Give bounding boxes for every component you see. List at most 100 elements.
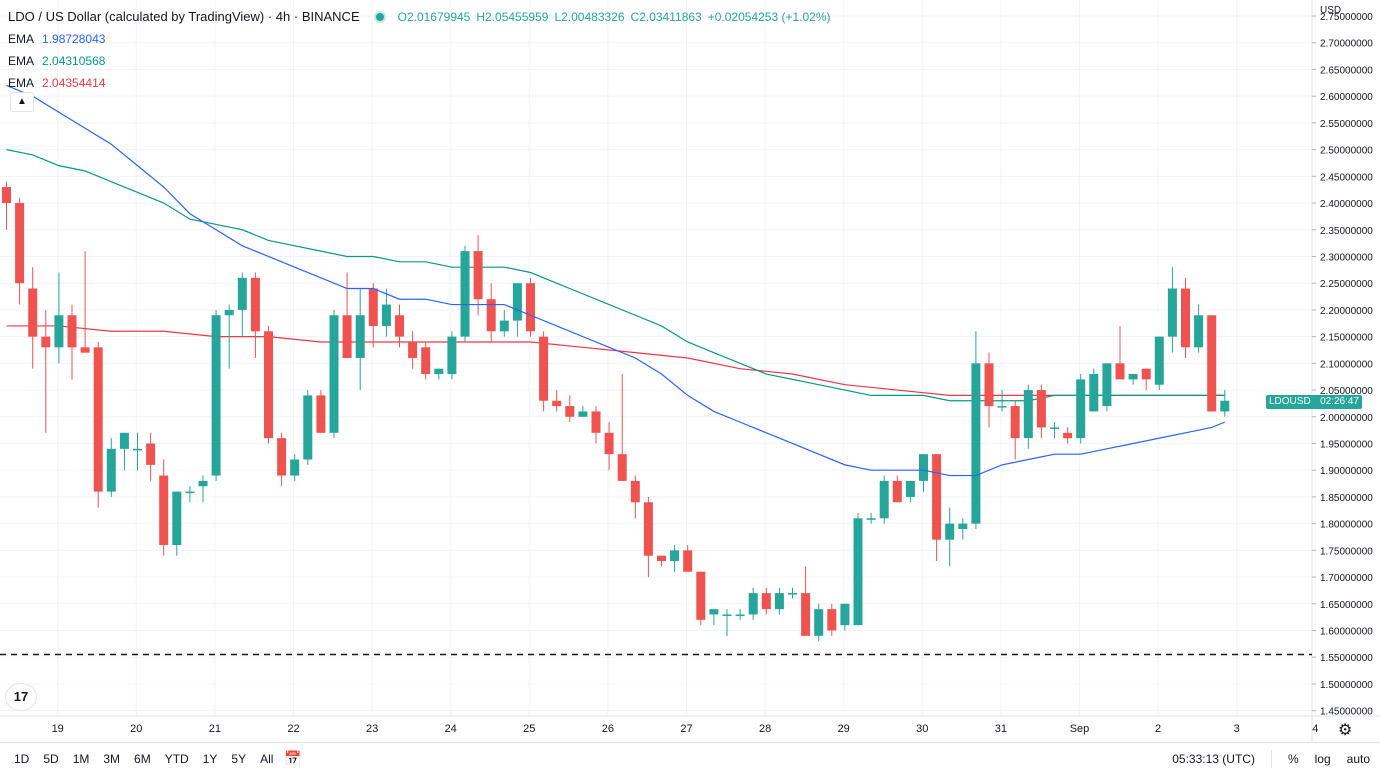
candle-down bbox=[395, 304, 404, 348]
time-axis[interactable]: 19 20 21 22 23 24 25 26 27 28 29 30 31 Sep 2 3 4 bbox=[52, 723, 1319, 735]
x-tick-label: 2 bbox=[1155, 723, 1161, 735]
candle-down bbox=[421, 341, 431, 380]
ema-legend-slow[interactable]: EMA 2.04354414 bbox=[8, 72, 836, 94]
candle-body bbox=[2, 187, 11, 204]
candle-down bbox=[473, 235, 483, 316]
ohlc-close: C2.03411863 bbox=[630, 10, 702, 24]
candle-body bbox=[211, 315, 221, 476]
candle-body bbox=[630, 480, 640, 503]
ema-legend-fast[interactable]: EMA 1.98728043 bbox=[8, 28, 836, 50]
price-tag-countdown: 02:26:47 bbox=[1320, 396, 1359, 407]
price-axis[interactable]: 1.45000000 1.50000000 1.55000000 1.60000000… bbox=[1312, 12, 1373, 718]
candle-up bbox=[224, 304, 234, 369]
x-tick-label: 28 bbox=[759, 723, 771, 735]
x-tick-label: 23 bbox=[366, 723, 378, 735]
y-tick-label: 2.30000000 bbox=[1320, 252, 1373, 263]
timeframe-ytd[interactable]: YTD bbox=[164, 752, 189, 766]
candle-body bbox=[224, 309, 234, 316]
candles[interactable] bbox=[2, 181, 1230, 642]
ohlc-open: O2.01679945 bbox=[397, 10, 471, 24]
candle-body bbox=[1115, 363, 1125, 380]
candle-up bbox=[460, 245, 470, 342]
candle-down bbox=[565, 395, 575, 423]
candle-down bbox=[1115, 325, 1125, 380]
candle-down bbox=[1010, 400, 1020, 460]
candle-body bbox=[643, 502, 653, 556]
y-tick-label: 2.75000000 bbox=[1320, 12, 1373, 23]
log-toggle[interactable]: log bbox=[1314, 752, 1331, 766]
candle-up bbox=[774, 587, 784, 615]
ema-fast-line[interactable] bbox=[6, 84, 1226, 477]
candle-body bbox=[905, 480, 915, 497]
y-tick-label: 2.25000000 bbox=[1320, 279, 1373, 290]
currency-label[interactable]: USD bbox=[1320, 5, 1342, 16]
y-tick-label: 1.90000000 bbox=[1320, 466, 1373, 477]
timeframe-3m[interactable]: 3M bbox=[103, 752, 121, 766]
candle-body bbox=[748, 593, 758, 615]
candle-up bbox=[866, 512, 876, 524]
candle-body bbox=[604, 432, 614, 455]
candle-up bbox=[355, 288, 365, 391]
gear-icon[interactable]: ⚙ bbox=[1338, 722, 1353, 739]
candle-up bbox=[840, 603, 850, 631]
last-price-tag: LDOUSD 02:26:47 bbox=[1266, 395, 1362, 409]
candle-up bbox=[381, 288, 391, 337]
chevron-up-icon[interactable]: ▲ bbox=[10, 92, 34, 112]
timeframe-6m[interactable]: 6M bbox=[134, 752, 151, 766]
chart-canvas[interactable]: 1.45000000 1.50000000 1.55000000 1.60000000… bbox=[0, 0, 1380, 742]
candle-body bbox=[499, 320, 509, 332]
candle-up bbox=[788, 587, 797, 599]
x-tick-label: Sep bbox=[1070, 723, 1090, 735]
ema-legend-mid[interactable]: EMA 2.04310568 bbox=[8, 50, 836, 72]
timeframe-5d[interactable]: 5D bbox=[43, 752, 59, 766]
candle-down bbox=[486, 283, 496, 342]
timeframe-5y[interactable]: 5Y bbox=[231, 752, 247, 766]
candle-body bbox=[1050, 427, 1059, 429]
candle-down bbox=[1207, 315, 1217, 412]
y-tick-label: 2.45000000 bbox=[1320, 172, 1373, 183]
bottom-right-controls: 05:33:13 (UTC) % log auto bbox=[1156, 750, 1370, 768]
candle-down bbox=[15, 197, 25, 305]
symbol-title[interactable]: LDO / US Dollar (calculated by TradingVi… bbox=[8, 9, 360, 24]
y-tick-label: 1.95000000 bbox=[1320, 439, 1373, 450]
candle-body bbox=[198, 480, 208, 487]
candle-up bbox=[447, 331, 457, 380]
x-tick-label: 20 bbox=[130, 723, 142, 735]
timeframe-1m[interactable]: 1M bbox=[72, 752, 90, 766]
candle-down bbox=[80, 251, 90, 353]
candle-body bbox=[526, 283, 535, 332]
candle-up bbox=[1128, 374, 1138, 385]
ohlc-low: L2.00483326 bbox=[554, 10, 625, 24]
candle-down bbox=[801, 566, 811, 636]
candle-body bbox=[1023, 390, 1033, 439]
candle-down bbox=[643, 496, 653, 578]
auto-toggle[interactable]: auto bbox=[1346, 752, 1370, 766]
candle-body bbox=[447, 336, 457, 375]
x-tick-label: 31 bbox=[995, 723, 1007, 735]
candle-body bbox=[1076, 379, 1086, 439]
candle-up bbox=[211, 309, 221, 481]
candle-body bbox=[1167, 288, 1177, 337]
ohlc-change: +0.02054253 (+1.02%) bbox=[707, 10, 831, 24]
calendar-range-icon[interactable]: 📅 bbox=[284, 750, 302, 766]
timeframe-1y[interactable]: 1Y bbox=[202, 752, 218, 766]
timeframe-all[interactable]: All bbox=[260, 752, 274, 766]
candle-body bbox=[552, 400, 562, 407]
y-tick-label: 1.80000000 bbox=[1320, 520, 1373, 531]
candle-up bbox=[185, 486, 195, 503]
candle-up bbox=[290, 454, 300, 481]
candle-up bbox=[237, 272, 247, 337]
timeframe-1d[interactable]: 1D bbox=[14, 752, 30, 766]
candle-body bbox=[1102, 363, 1112, 407]
candle-body bbox=[264, 331, 273, 439]
candle-body bbox=[316, 395, 326, 433]
y-tick-label: 1.75000000 bbox=[1320, 546, 1373, 557]
candle-body bbox=[368, 288, 378, 326]
candle-down bbox=[552, 390, 562, 412]
clock-display[interactable]: 05:33:13 (UTC) bbox=[1172, 752, 1255, 766]
tradingview-logo-icon[interactable]: 17 bbox=[6, 684, 36, 710]
candle-up bbox=[1076, 374, 1086, 444]
candle-down bbox=[1181, 277, 1190, 358]
candle-down bbox=[93, 341, 103, 508]
percent-toggle[interactable]: % bbox=[1287, 752, 1299, 766]
